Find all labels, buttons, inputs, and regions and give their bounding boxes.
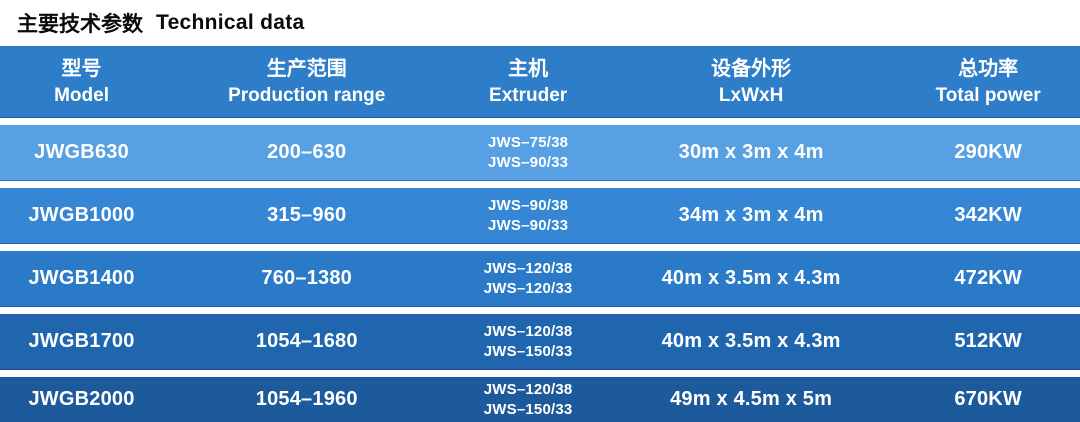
cell-model: JWGB1000 (28, 204, 135, 226)
cell-production-range: 200–630 (267, 141, 347, 163)
cell-dimensions: 30m x 3m x 4m (678, 141, 824, 163)
cell-total-power: 670KW (954, 388, 1023, 410)
table-row: JWGB630 200–630 JWS–75/38 JWS–90/33 30m … (0, 125, 1080, 181)
extruder-line2: JWS–120/33 (483, 279, 573, 297)
cell-total-power: 342KW (954, 204, 1023, 226)
column-header-total-power-en: Total power (935, 85, 1041, 107)
cell-dimensions: 34m x 3m x 4m (678, 204, 824, 226)
cell-model: JWGB1700 (28, 330, 135, 352)
column-header-total-power: 总功率 Total power (896, 46, 1080, 117)
cell-total-power: 290KW (954, 141, 1023, 163)
extruder-line2: JWS–150/33 (483, 342, 573, 360)
cell-extruder: JWS–75/38 JWS–90/33 (450, 125, 606, 180)
cell-production-range: 1054–1680 (255, 330, 358, 352)
page-title-en: Technical data (156, 11, 305, 34)
page-title: 主要技术参数 Technical data (0, 0, 1080, 46)
cell-model: JWGB630 (34, 141, 129, 163)
cell-dimensions: 40m x 3.5m x 4.3m (661, 267, 841, 289)
cell-extruder: JWS–120/38 JWS–150/33 (450, 377, 606, 422)
extruder-line1: JWS–90/38 (488, 196, 569, 214)
column-header-production-range: 生产范围 Production range (163, 46, 450, 117)
cell-production-range: 760–1380 (261, 267, 352, 289)
cell-production-range: 1054–1960 (255, 388, 358, 410)
cell-extruder: JWS–120/38 JWS–150/33 (450, 314, 606, 369)
table-row: JWGB1000 315–960 JWS–90/38 JWS–90/33 34m… (0, 188, 1080, 244)
page-title-cn: 主要技术参数 (17, 13, 143, 36)
column-header-model-en: Model (54, 85, 109, 107)
extruder-line1: JWS–120/38 (483, 322, 573, 340)
table-header-row: 型号 Model 生产范围 Production range 主机 Extrud… (0, 46, 1080, 118)
extruder-line1: JWS–120/38 (483, 259, 573, 277)
table-row: JWGB2000 1054–1960 JWS–120/38 JWS–150/33… (0, 377, 1080, 422)
cell-extruder: JWS–120/38 JWS–120/33 (450, 251, 606, 306)
cell-total-power: 472KW (954, 267, 1023, 289)
cell-total-power: 512KW (954, 330, 1023, 352)
column-header-total-power-cn: 总功率 (958, 58, 1019, 81)
column-header-extruder-cn: 主机 (508, 58, 549, 81)
cell-extruder: JWS–90/38 JWS–90/33 (450, 188, 606, 243)
column-header-dimensions-cn: 设备外形 (711, 58, 792, 81)
column-header-production-range-cn: 生产范围 (266, 58, 347, 81)
column-header-dimensions-en: LxWxH (718, 85, 784, 107)
column-header-extruder-en: Extruder (489, 85, 568, 107)
extruder-line2: JWS–90/33 (488, 216, 569, 234)
extruder-line1: JWS–75/38 (488, 133, 569, 151)
cell-production-range: 315–960 (267, 204, 347, 226)
column-header-model-cn: 型号 (61, 58, 102, 81)
table-row: JWGB1400 760–1380 JWS–120/38 JWS–120/33 … (0, 251, 1080, 307)
extruder-line2: JWS–90/33 (488, 153, 569, 171)
cell-dimensions: 40m x 3.5m x 4.3m (661, 330, 841, 352)
table-row: JWGB1700 1054–1680 JWS–120/38 JWS–150/33… (0, 314, 1080, 370)
technical-data-table: 型号 Model 生产范围 Production range 主机 Extrud… (0, 46, 1080, 422)
cell-model: JWGB2000 (28, 388, 135, 410)
column-header-production-range-en: Production range (228, 85, 386, 107)
column-header-model: 型号 Model (0, 46, 163, 117)
extruder-line1: JWS–120/38 (483, 380, 573, 398)
cell-dimensions: 49m x 4.5m x 5m (670, 388, 833, 410)
cell-model: JWGB1400 (28, 267, 135, 289)
column-header-extruder: 主机 Extruder (450, 46, 606, 117)
extruder-line2: JWS–150/33 (483, 400, 573, 418)
column-header-dimensions: 设备外形 LxWxH (606, 46, 897, 117)
